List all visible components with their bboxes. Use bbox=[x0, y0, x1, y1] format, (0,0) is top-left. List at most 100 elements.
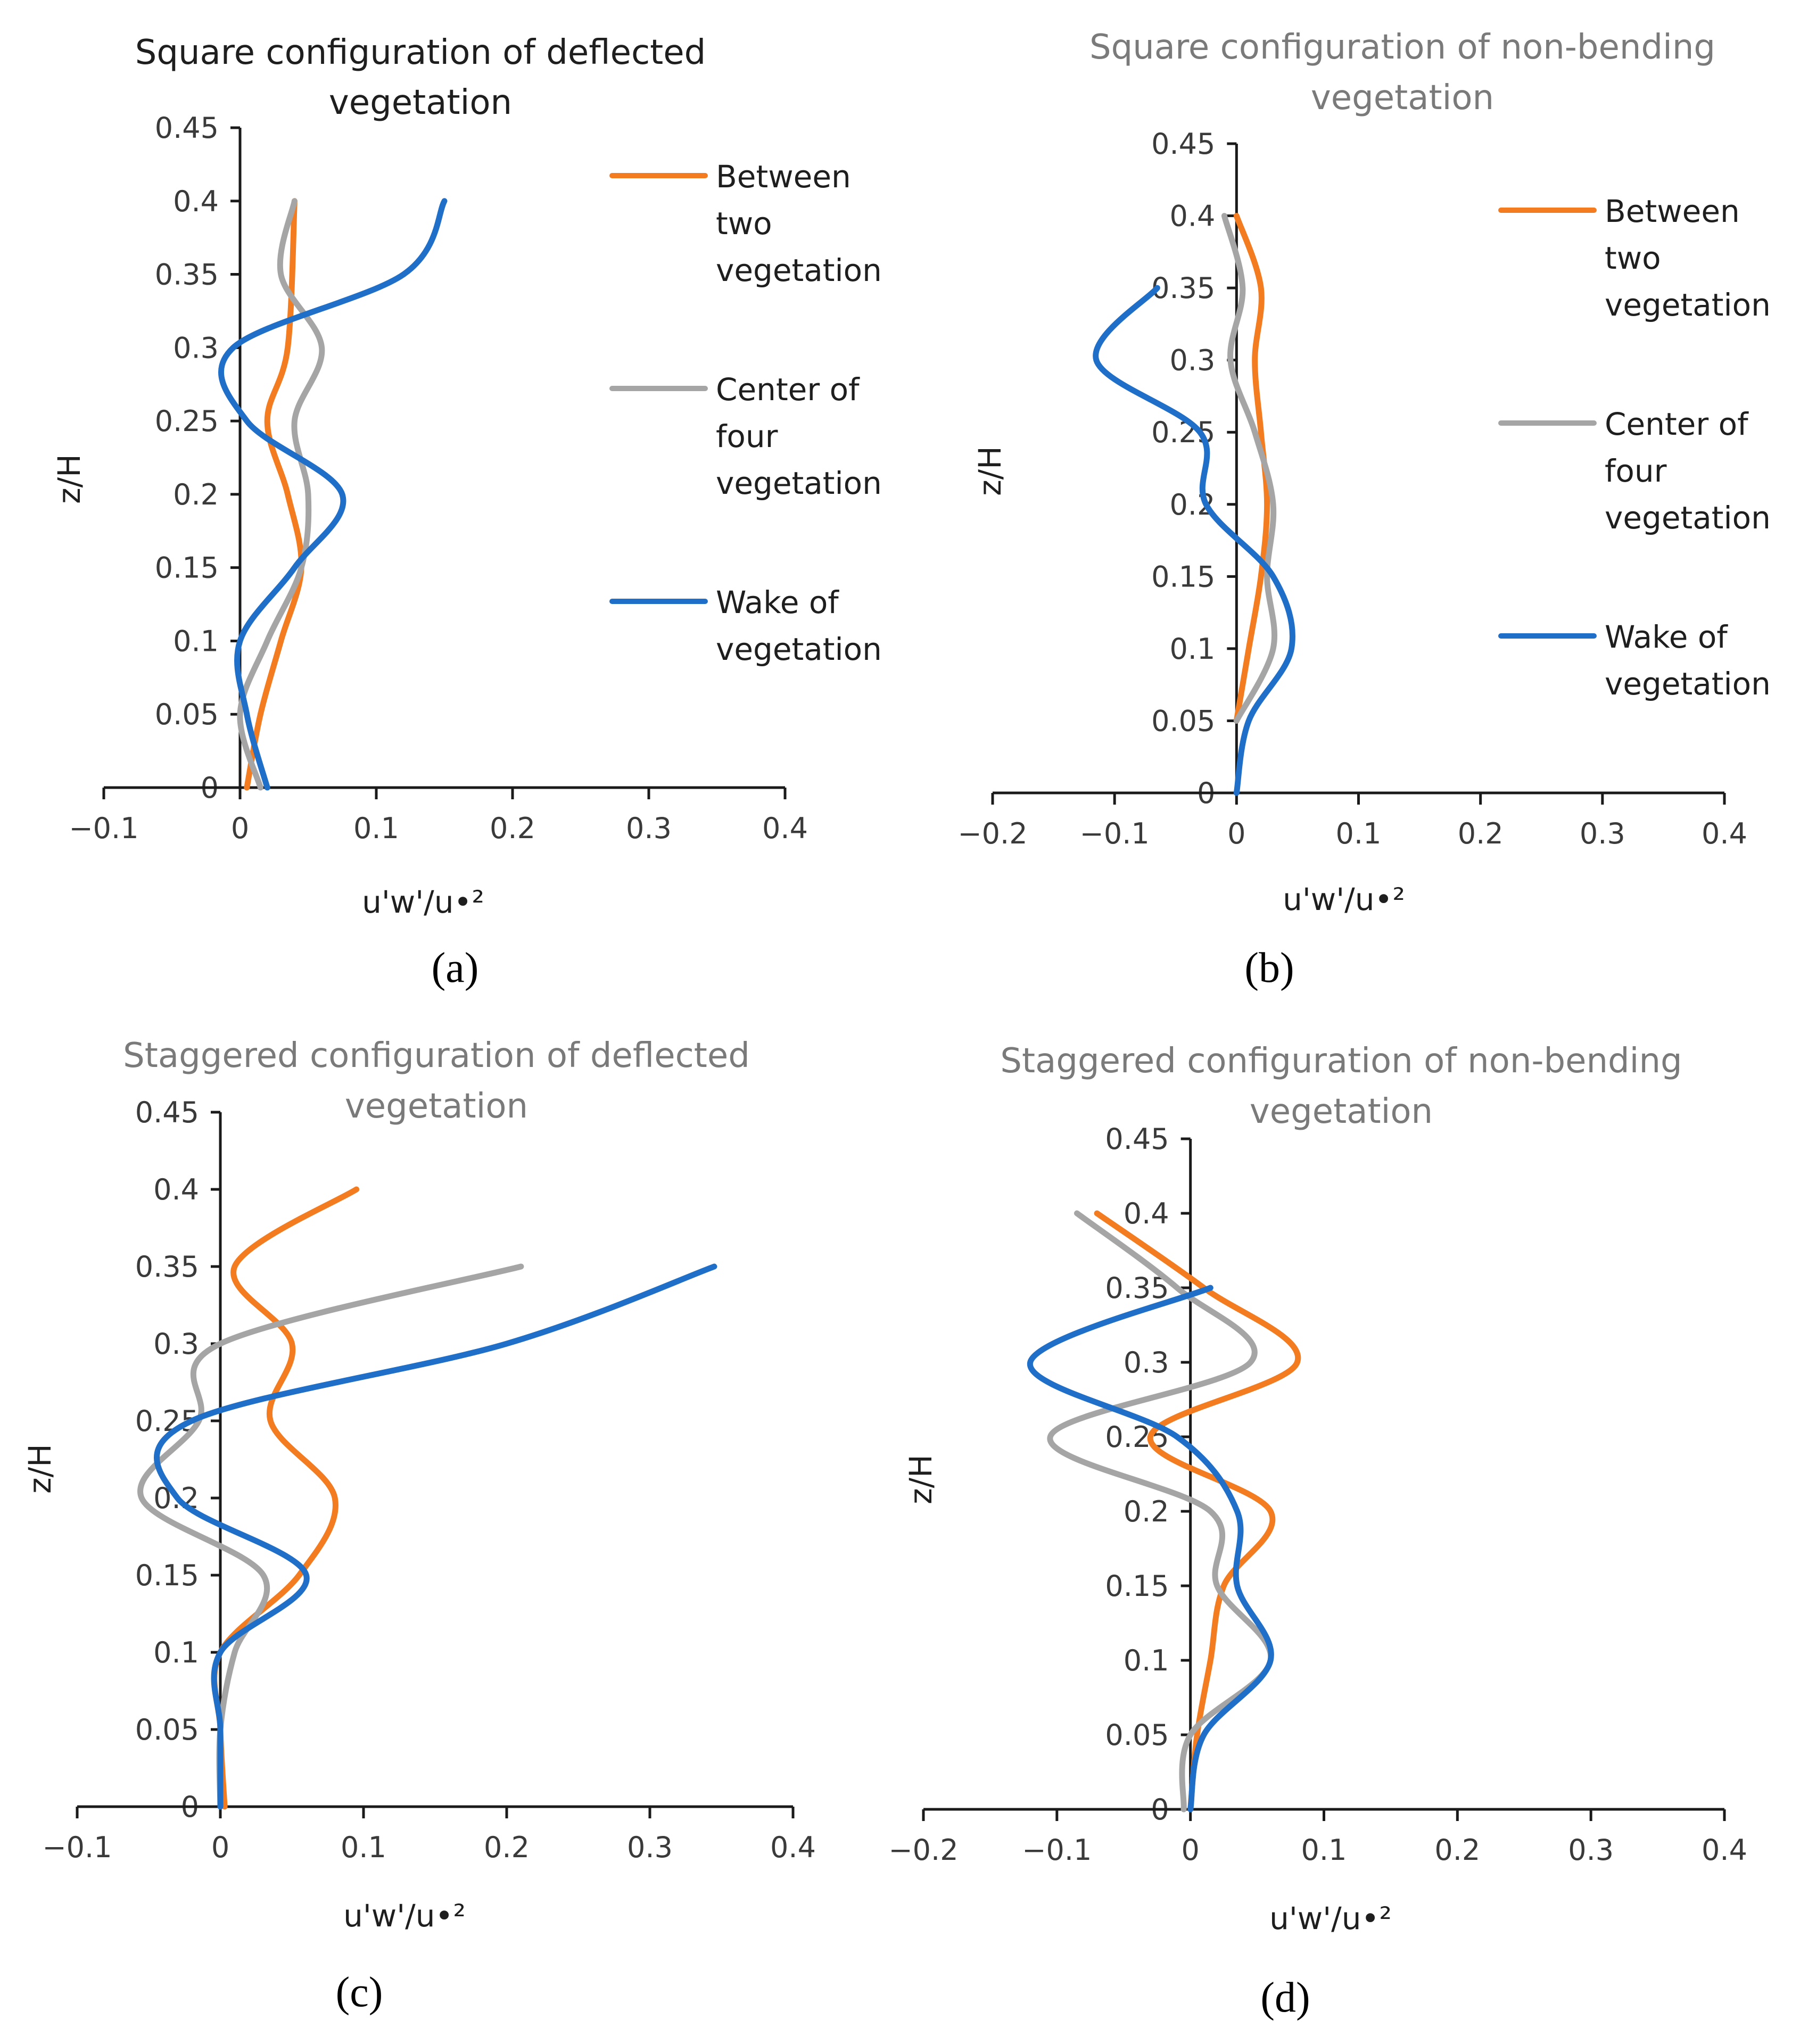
legend-label: Center of bbox=[1605, 406, 1749, 442]
y-tick-label: 0.2 bbox=[1124, 1495, 1169, 1528]
series-line-wake bbox=[218, 198, 448, 791]
y-tick-label: 0.45 bbox=[155, 111, 219, 145]
x-tick-label: 0 bbox=[1181, 1833, 1199, 1867]
x-tick-label: 0.1 bbox=[341, 1831, 386, 1864]
series-lines bbox=[1027, 1210, 1301, 1813]
legend-label: two bbox=[716, 205, 772, 242]
y-tick-label: 0.1 bbox=[1169, 632, 1215, 666]
x-tick-label: 0.3 bbox=[626, 812, 672, 845]
x-tick-label: 0.1 bbox=[353, 812, 399, 845]
legend-label: vegetation bbox=[716, 465, 882, 501]
x-axis-ticks: −0.2 −0.1 0 0.1 0.2 0.3 0.4 bbox=[888, 1808, 1747, 1867]
y-tick-label: 0.25 bbox=[155, 404, 219, 438]
legend: Between two vegetation Center of four ve… bbox=[609, 159, 882, 667]
y-tick-label: 0.05 bbox=[155, 698, 219, 731]
chart-title-line: vegetation bbox=[329, 83, 512, 122]
x-tick-label: 0.2 bbox=[1458, 817, 1504, 850]
legend-label: Center of bbox=[716, 371, 860, 408]
y-axis-label: z/H bbox=[903, 1454, 939, 1504]
x-axis-label: u'w'/u•² bbox=[1283, 881, 1405, 917]
legend-label: two bbox=[1605, 240, 1661, 276]
y-tick-label: 0.4 bbox=[1124, 1197, 1169, 1230]
x-tick-label: 0.2 bbox=[484, 1831, 530, 1864]
y-tick-label: 0.45 bbox=[1105, 1122, 1169, 1156]
x-axis-ticks: −0.1 0 0.1 0.2 0.3 0.4 bbox=[69, 786, 808, 845]
y-tick-label: 0.15 bbox=[1151, 560, 1215, 593]
series-line-wake bbox=[154, 1263, 717, 1810]
y-tick-label: 0.35 bbox=[1105, 1271, 1169, 1305]
panel-label: (a) bbox=[432, 945, 479, 991]
series-line-between bbox=[244, 198, 304, 791]
x-tick-label: −0.2 bbox=[888, 1833, 958, 1867]
chart-title-line: vegetation bbox=[1311, 78, 1494, 118]
y-tick-label: 0.3 bbox=[1124, 1346, 1169, 1379]
y-tick-label: 0.3 bbox=[173, 331, 219, 365]
y-tick-label: 0.15 bbox=[155, 551, 219, 585]
x-tick-label: 0.4 bbox=[762, 812, 808, 845]
x-tick-label: 0.2 bbox=[490, 812, 535, 845]
x-tick-label: 0.3 bbox=[627, 1831, 673, 1864]
legend-label: four bbox=[1605, 453, 1667, 489]
panel-a: Square configuration of deflected vegeta… bbox=[51, 33, 882, 991]
y-axis-label: z/H bbox=[22, 1444, 58, 1494]
legend-label: vegetation bbox=[1605, 666, 1771, 702]
x-tick-label: 0.4 bbox=[770, 1831, 816, 1864]
series-line-between bbox=[1094, 1210, 1301, 1813]
y-axis-ticks: 00.050.10.150.20.250.30.350.40.45 bbox=[155, 111, 242, 805]
x-axis-label: u'w'/u•² bbox=[1269, 1900, 1392, 1937]
legend: Between two vegetation Center of four ve… bbox=[1498, 193, 1771, 702]
y-tick-label: 0.3 bbox=[1169, 344, 1215, 377]
x-axis-ticks: −0.2 −0.1 0 0.1 0.2 0.3 0.4 bbox=[957, 791, 1747, 850]
chart-title-line: Square configuration of deflected bbox=[135, 33, 706, 72]
x-tick-label: 0.1 bbox=[1336, 817, 1382, 850]
y-axis-label: z/H bbox=[972, 446, 1008, 496]
x-tick-label: −0.1 bbox=[1080, 817, 1150, 850]
panel-label: (c) bbox=[336, 1969, 383, 2016]
y-tick-label: 0.05 bbox=[135, 1713, 199, 1747]
y-tick-label: 0.4 bbox=[153, 1173, 199, 1206]
y-tick-label: 0.15 bbox=[135, 1559, 199, 1592]
chart-title-line: vegetation bbox=[1250, 1092, 1433, 1131]
x-axis-ticks: −0.1 0 0.1 0.2 0.3 0.4 bbox=[42, 1805, 816, 1864]
y-tick-label: 0.45 bbox=[135, 1096, 199, 1129]
series-line-center bbox=[137, 1263, 524, 1810]
y-tick-label: 0.15 bbox=[1105, 1569, 1169, 1603]
y-tick-label: 0.4 bbox=[173, 185, 219, 218]
y-tick-label: 0.45 bbox=[1151, 127, 1215, 161]
x-tick-label: 0.1 bbox=[1301, 1833, 1347, 1867]
x-tick-label: 0.3 bbox=[1568, 1833, 1614, 1867]
y-axis-ticks: 00.050.10.150.20.250.30.350.40.45 bbox=[1105, 1122, 1192, 1826]
x-tick-label: −0.2 bbox=[957, 817, 1027, 850]
y-tick-label: 0.35 bbox=[1151, 271, 1215, 305]
panel-c: Staggered configuration of deflected veg… bbox=[22, 1036, 816, 2016]
y-tick-label: 0.35 bbox=[155, 258, 219, 292]
legend-label: Wake of bbox=[716, 584, 839, 620]
x-tick-label: 0.4 bbox=[1702, 817, 1747, 850]
series-line-center bbox=[1047, 1210, 1274, 1813]
x-tick-label: 0.4 bbox=[1702, 1833, 1747, 1867]
legend-label: vegetation bbox=[1605, 287, 1771, 323]
chart-title-line: vegetation bbox=[345, 1087, 528, 1126]
series-line-center bbox=[1221, 213, 1278, 724]
x-tick-label: 0.3 bbox=[1580, 817, 1625, 850]
x-axis-label: u'w'/u•² bbox=[362, 884, 484, 920]
x-tick-label: 0 bbox=[211, 1831, 229, 1864]
x-axis-label: u'w'/u•² bbox=[343, 1898, 466, 1934]
y-axis-ticks: 00.050.10.150.20.250.30.350.40.45 bbox=[135, 1096, 222, 1824]
y-tick-label: 0.05 bbox=[1105, 1718, 1169, 1752]
series-lines bbox=[1093, 213, 1295, 796]
x-tick-label: 0.2 bbox=[1434, 1833, 1480, 1867]
y-tick-label: 0.35 bbox=[135, 1250, 199, 1284]
y-tick-label: 0.2 bbox=[173, 478, 219, 511]
y-axis-label: z/H bbox=[51, 454, 87, 504]
x-tick-label: −0.1 bbox=[69, 812, 138, 845]
chart-title-line: Square configuration of non-bending bbox=[1089, 28, 1715, 67]
y-tick-label: 0.1 bbox=[173, 624, 219, 658]
panel-d: Staggered configuration of non-bending v… bbox=[888, 1041, 1747, 2021]
series-line-wake bbox=[1093, 285, 1295, 796]
legend-label: vegetation bbox=[1605, 500, 1771, 536]
x-tick-label: 0 bbox=[231, 812, 249, 845]
x-tick-label: −0.1 bbox=[42, 1831, 112, 1864]
series-line-wake bbox=[1027, 1285, 1274, 1813]
